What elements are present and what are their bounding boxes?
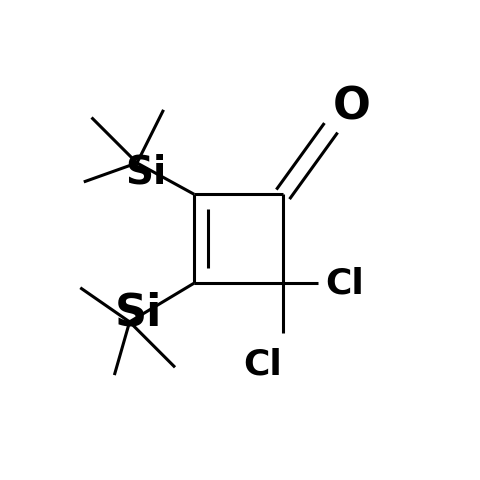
Text: Si: Si — [126, 153, 167, 191]
Text: Cl: Cl — [325, 266, 364, 300]
Text: Cl: Cl — [243, 348, 282, 382]
Text: Si: Si — [115, 291, 163, 334]
Text: O: O — [332, 86, 370, 129]
